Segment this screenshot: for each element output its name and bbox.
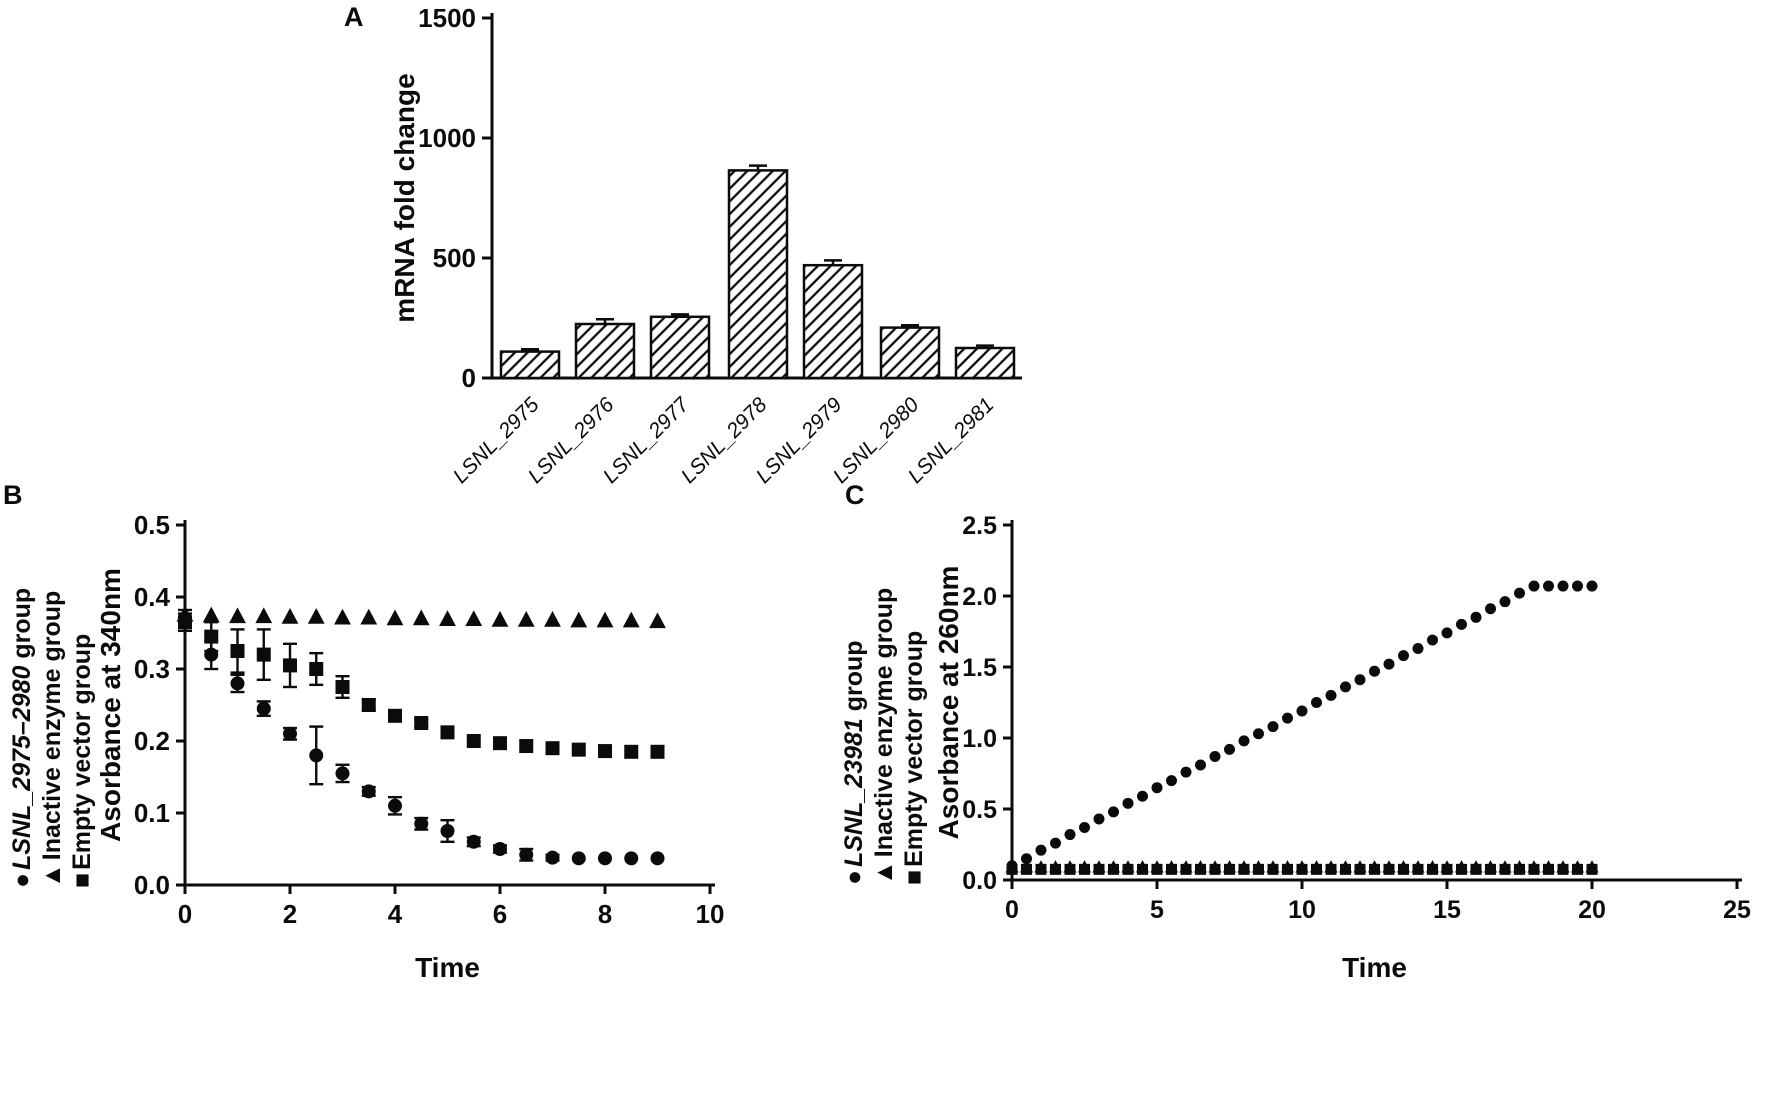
chart-c-y-axis-title: Asorbance at 260nm — [933, 566, 964, 840]
chart-b-xtick-label: 8 — [598, 899, 612, 929]
chart-b-xtick-label: 2 — [283, 899, 297, 929]
chart-c-xtick-label: 0 — [1005, 896, 1019, 924]
chart-c-ytick-label: 1.5 — [962, 654, 997, 682]
legend-entry: ■Empty vector group — [900, 631, 928, 885]
a-bars — [499, 164, 1016, 380]
bar-LSNL_2980 — [879, 326, 941, 380]
chart-b-ytick-label: 0.1 — [134, 798, 170, 828]
a-ytick-label: 1500 — [418, 3, 476, 33]
absorbance-340nm-scatter-chart: 0.0 0.1 0.2 0.3 0.4 0.5 0 2 4 6 8 10 Asorbance at 34… — [8, 510, 724, 983]
panel-b-label: B — [3, 480, 23, 510]
chart-b-axes: 0.0 0.1 0.2 0.3 0.4 0.5 0 2 4 6 8 10 Asorbance at 34… — [95, 510, 724, 983]
a-ytick-label: 500 — [433, 243, 476, 273]
chart-b-xtick-label: 4 — [388, 899, 403, 929]
absorbance-260nm-scatter-chart: 0.0 0.5 1.0 1.5 2.0 2.5 0 5 10 15 20 25 Asorbance at… — [840, 512, 1751, 983]
chart-c-series-square — [1006, 863, 1598, 875]
chart-b-ytick-label: 0.4 — [134, 582, 171, 612]
chart-b-xtick-label: 10 — [696, 899, 725, 929]
panel-c-label: C — [845, 480, 865, 510]
a-ytick-label: 0 — [462, 363, 476, 393]
chart-c-xtick-label: 5 — [1150, 896, 1164, 924]
bar-LSNL_2978 — [727, 169, 789, 380]
chart-b-series-circle — [178, 608, 665, 866]
legend-entry: ▲Inactive enzyme group — [870, 588, 898, 885]
chart-c-ytick-label: 0.5 — [962, 796, 997, 824]
chart-c-series-circle — [1006, 580, 1598, 872]
chart-c-xtick-label: 25 — [1723, 896, 1751, 924]
a-y-axis-title: mRNA fold change — [389, 73, 420, 322]
chart-b-x-axis-title: Time — [415, 952, 480, 983]
chart-b-xtick-label: 6 — [493, 899, 507, 929]
chart-b-legend: ●LSNL_2975–2980 group▲Inactive enzyme gr… — [8, 588, 96, 888]
chart-b-y-axis-title: Asorbance at 340nm — [95, 568, 126, 842]
a-ytick-label: 1000 — [418, 123, 476, 153]
chart-c-ytick-label: 2.5 — [962, 512, 997, 540]
bar-LSNL_2979 — [802, 263, 864, 380]
chart-c-ytick-label: 1.0 — [962, 725, 997, 753]
chart-b-xtick-label: 0 — [178, 899, 192, 929]
chart-c-ytick-label: 0.0 — [962, 867, 997, 895]
chart-c-xtick-label: 20 — [1578, 896, 1606, 924]
bar-LSNL_2977 — [649, 315, 711, 380]
legend-entry: ▲Inactive enzyme group — [38, 591, 66, 888]
chart-c-x-axis-title: Time — [1342, 952, 1407, 983]
legend-entry: ●LSNL_2975–2980 group — [8, 588, 36, 888]
bar-LSNL_2976 — [574, 322, 636, 380]
chart-c-xtick-label: 10 — [1288, 896, 1316, 924]
chart-c-legend: ●LSNL_23981 group▲Inactive enzyme group■… — [840, 588, 928, 885]
a-axes: 0 500 1000 1500 mRNA fold change — [389, 3, 1022, 393]
chart-c-ytick-label: 2.0 — [962, 583, 997, 611]
chart-b-ytick-label: 0.3 — [134, 654, 170, 684]
legend-entry: ●LSNL_23981 group — [840, 640, 868, 885]
legend-entry: ■Empty vector group — [68, 634, 96, 888]
chart-b-series-triangle — [176, 605, 666, 629]
chart-b-ytick-label: 0.2 — [134, 726, 170, 756]
bar-LSNL_2975 — [499, 350, 561, 380]
chart-b-ytick-label: 0.0 — [134, 870, 170, 900]
chart-b-ytick-label: 0.5 — [134, 510, 170, 540]
chart-c-axes: 0.0 0.5 1.0 1.5 2.0 2.5 0 5 10 15 20 25 Asorbance at… — [933, 512, 1751, 983]
chart-c-xtick-label: 15 — [1433, 896, 1461, 924]
chart-b-series-square — [178, 612, 665, 759]
bar-LSNL_2981 — [954, 346, 1016, 380]
panel-a-label: A — [344, 2, 364, 32]
